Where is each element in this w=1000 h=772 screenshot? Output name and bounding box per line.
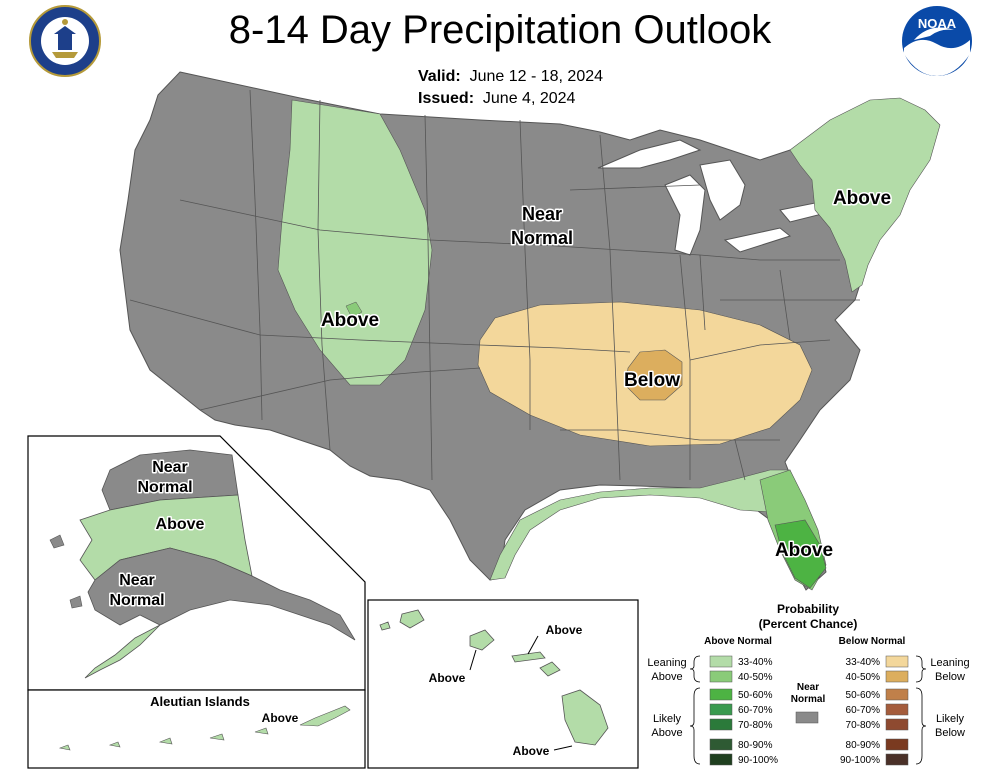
legend-above-swatch-6: [709, 753, 733, 766]
legend-below-swatch-3: [885, 703, 909, 716]
hawaii-islands-shapes: [379, 609, 609, 746]
ak-label-near-normal-south-line1: Near: [119, 572, 155, 589]
legend-likely-below-line1: Likely: [936, 713, 965, 725]
legend-above-range-1: 40-50%: [738, 672, 773, 683]
legend-above-header: Above Normal: [704, 636, 772, 647]
legend-brace-leaning-above: [689, 655, 701, 683]
hawaii-pointer-2: [469, 649, 477, 671]
legend-below-header: Below Normal: [839, 636, 906, 647]
legend-leaning-above-line1: Leaning: [647, 657, 686, 669]
conus-map: Near Normal Above Above Below Above: [119, 71, 941, 591]
legend-likely-above-line2: Above: [651, 727, 682, 739]
ak-label-near-normal-south-line2: Normal: [109, 592, 164, 609]
valid-label: Valid:: [418, 68, 461, 85]
hawaii-pointer-3: [553, 745, 573, 751]
label-above-northeast: Above: [833, 188, 891, 209]
legend-likely-below-line2: Below: [935, 727, 965, 739]
legend-leaning-above-line2: Above: [651, 671, 682, 683]
conus-above-west-region: [277, 99, 433, 386]
issued-value: June 4, 2024: [482, 90, 576, 107]
legend-brace-likely-above: [689, 687, 701, 765]
legend-below-range-5: 80-90%: [846, 740, 881, 751]
alaska-near-normal-south-region: [87, 547, 356, 641]
ak-label-near-normal-north-line1: Near: [152, 459, 188, 476]
legend-near-normal-line1: Near: [797, 682, 819, 693]
legend-above-swatch-4: [709, 718, 733, 731]
legend-above-swatch-0: [709, 655, 733, 668]
aleutian-label-above: Above: [262, 711, 299, 725]
legend-title-line1: Probability: [777, 602, 839, 616]
hawaii-label-above-2: Above: [429, 671, 466, 685]
ak-label-above: Above: [156, 516, 205, 533]
legend-above-swatch-3: [709, 703, 733, 716]
conus-below-core-region: [625, 349, 683, 401]
legend-above-swatch-1: [709, 670, 733, 683]
valid-value: June 12 - 18, 2024: [469, 68, 604, 85]
aleutian-title: Aleutian Islands: [150, 694, 250, 709]
legend-above-range-3: 60-70%: [738, 705, 773, 716]
legend-above-range-0: 33-40%: [738, 657, 773, 668]
alaska-inset: Near Normal Above Near Normal Aleutian I…: [27, 435, 366, 769]
legend-above-swatch-5: [709, 738, 733, 751]
noaa-logo-icon: NOAA: [902, 6, 972, 76]
conus-above-florida-inner-region: [774, 519, 827, 589]
legend-below-swatch-0: [885, 655, 909, 668]
legend-below-range-3: 60-70%: [846, 705, 881, 716]
label-below-central: Below: [624, 370, 680, 391]
valid-dates: Valid: June 12 - 18, 2024: [418, 68, 603, 86]
issued-label: Issued:: [418, 90, 475, 107]
legend-likely-above-line1: Likely: [653, 713, 682, 725]
legend-brace-likely-below: [915, 687, 927, 765]
label-above-florida: Above: [775, 540, 833, 561]
hawaii-label-above-1: Above: [546, 623, 583, 637]
conus-above-small-patch: [345, 301, 363, 319]
commerce-seal-icon: [29, 5, 101, 77]
alaska-western-islands: [49, 534, 83, 609]
conus-above-northeast-region: [789, 97, 941, 293]
legend-above-swatches: 33-40% 40-50% 50-60% 60-70% 70-80% 80-90% 90-1…: [709, 655, 778, 766]
legend-above-range-6: 90-100%: [738, 755, 778, 766]
noaa-logo-text: NOAA: [918, 16, 957, 31]
page-title: 8-14 Day Precipitation Outlook: [228, 8, 772, 52]
label-near-normal-line2: Normal: [511, 228, 573, 248]
legend-below-swatch-4: [885, 718, 909, 731]
legend-above-range-5: 80-90%: [738, 740, 773, 751]
legend-brace-leaning-below: [915, 655, 927, 683]
hawaii-pointer-1: [527, 635, 539, 655]
legend-below-range-2: 50-60%: [846, 690, 881, 701]
legend-below-swatch-2: [885, 688, 909, 701]
legend-below-range-6: 90-100%: [840, 755, 880, 766]
great-lakes-water: [597, 139, 839, 256]
legend-below-range-4: 70-80%: [846, 720, 881, 731]
hawaii-inset: Above Above Above: [367, 599, 639, 769]
aleutian-inset-frame: [27, 689, 366, 769]
aleutian-islands-shapes: [58, 705, 351, 751]
label-near-normal-line1: Near: [522, 204, 562, 224]
probability-legend: Probability (Percent Chance) Above Norma…: [647, 602, 969, 766]
legend-below-swatches: 33-40% 40-50% 50-60% 60-70% 70-80% 80-90% 90-1…: [840, 655, 909, 766]
legend-below-range-1: 40-50%: [846, 672, 881, 683]
issued-date: Issued: June 4, 2024: [418, 90, 575, 108]
legend-below-swatch-6: [885, 753, 909, 766]
legend-near-normal-swatch: [795, 711, 819, 724]
legend-above-swatch-2: [709, 688, 733, 701]
legend-below-swatch-1: [885, 670, 909, 683]
legend-leaning-below-line1: Leaning: [930, 657, 969, 669]
legend-above-range-2: 50-60%: [738, 690, 773, 701]
label-above-west: Above: [321, 310, 379, 331]
legend-title-line2: (Percent Chance): [759, 617, 858, 631]
legend-near-normal-line2: Normal: [791, 694, 826, 705]
legend-above-range-4: 70-80%: [738, 720, 773, 731]
hawaii-label-above-3: Above: [513, 744, 550, 758]
legend-below-range-0: 33-40%: [846, 657, 881, 668]
legend-leaning-below-line2: Below: [935, 671, 965, 683]
legend-below-swatch-5: [885, 738, 909, 751]
alaska-peninsula-above-region: [84, 624, 161, 679]
ak-label-near-normal-north-line2: Normal: [137, 479, 192, 496]
state-boundaries: [129, 89, 860, 481]
